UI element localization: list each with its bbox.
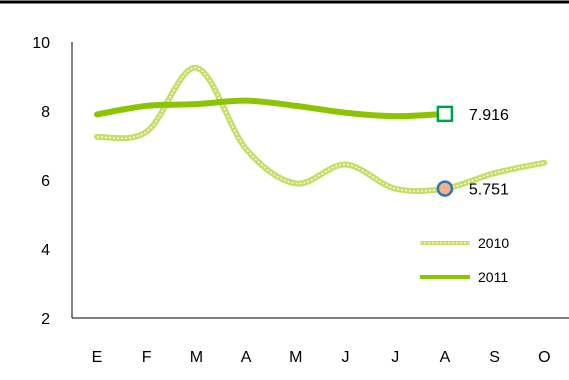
x-tick-label: M: [289, 349, 302, 366]
series-2010-line: [94, 64, 548, 195]
x-tick-label: E: [92, 349, 103, 366]
x-tick-label: J: [391, 349, 399, 366]
x-tick-label: S: [489, 349, 500, 366]
y-tick-label: 4: [41, 242, 50, 259]
highlight-marker-2011: [436, 105, 454, 123]
legend-label-2011: 2011: [478, 269, 508, 285]
highlight-label-2011: 7.916: [469, 107, 509, 124]
y-tick-label: 10: [32, 35, 50, 52]
highlight-marker-2010: [436, 180, 454, 197]
highlight-label-2010: 5.751: [469, 182, 509, 199]
x-tick-label: M: [190, 349, 203, 366]
y-tick-labels: 2 4 6 8 10: [32, 35, 50, 328]
x-tick-label: J: [342, 349, 350, 366]
legend-label-2010: 2010: [478, 235, 509, 251]
series-layer: [94, 64, 548, 195]
x-tick-label: A: [440, 349, 451, 366]
y-tick-label: 6: [41, 173, 50, 190]
callouts: 5.751 7.916: [436, 105, 509, 199]
y-axis: 2 4 6 8 10: [32, 35, 73, 328]
x-tick-label: F: [142, 349, 152, 366]
x-tick-label: A: [241, 349, 252, 366]
series-2010-line-texture: [96, 67, 545, 192]
x-tick-label: O: [538, 349, 550, 366]
y-tick-label: 8: [41, 104, 50, 121]
series-2011-line: [94, 97, 448, 120]
legend: 2010 2011: [420, 235, 509, 285]
y-tick-label: 2: [41, 311, 50, 328]
